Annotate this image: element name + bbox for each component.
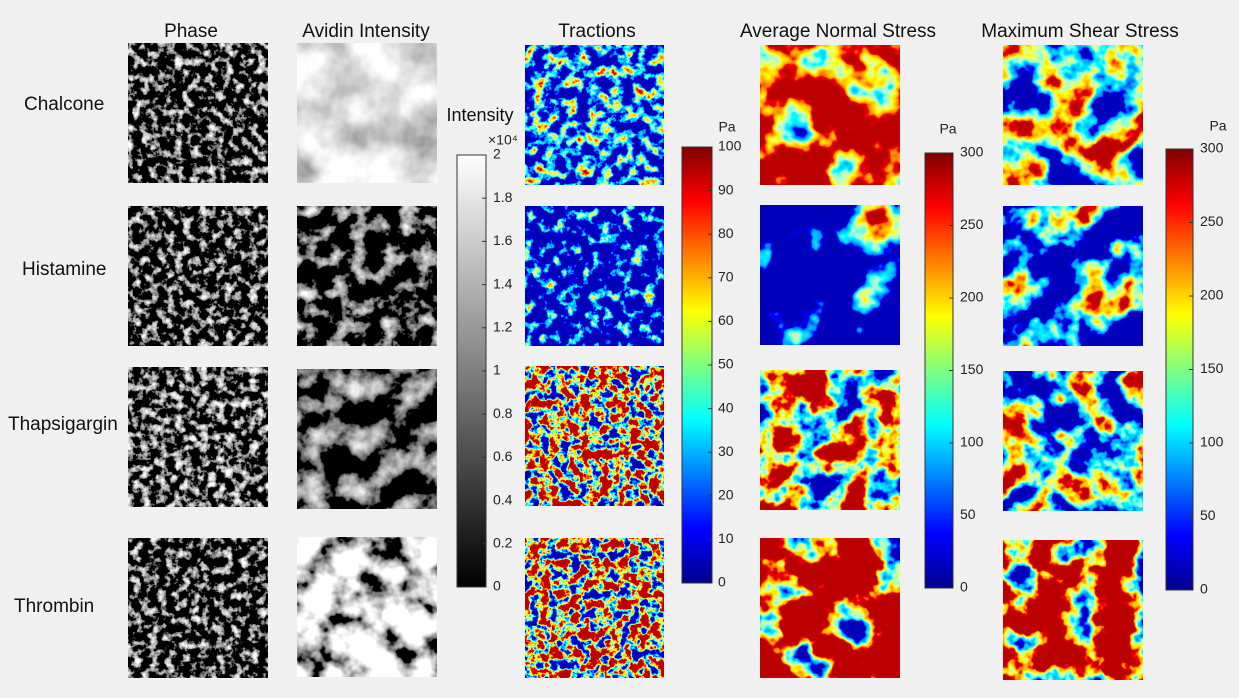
- colorbar-tick-label: 20: [718, 487, 734, 503]
- colorbar-tick-label: 0.4: [493, 491, 513, 507]
- image-panel: [297, 206, 437, 346]
- colorbar-tick-label: 0.2: [493, 535, 513, 551]
- colorbar-tick-label: 150: [1200, 360, 1224, 376]
- image-panel: [760, 538, 900, 678]
- image-panel: [525, 45, 664, 185]
- colorbar-tick-label: 0: [718, 574, 726, 590]
- colorbar-tick-label: 200: [960, 289, 984, 305]
- image-panel: [525, 206, 664, 346]
- colorbar: [457, 155, 486, 587]
- colorbar-tick-label: 90: [718, 181, 734, 197]
- image-panel: [525, 538, 664, 678]
- colorbar-tick-label: 70: [718, 269, 734, 285]
- row-label: Thapsigargin: [8, 414, 118, 435]
- colorbar-tick-label: 250: [1200, 213, 1224, 229]
- colorbar-tick-label: 1: [493, 362, 501, 378]
- image-panel: [128, 43, 268, 183]
- row-label: Chalcone: [24, 94, 104, 115]
- column-header: Avidin Intensity: [302, 21, 430, 42]
- row-label: Thrombin: [14, 596, 94, 617]
- image-panel: [297, 537, 437, 677]
- colorbar-tick-label: 30: [718, 443, 734, 459]
- colorbar-tick-label: 10: [718, 530, 734, 546]
- colorbar-tick-label: 80: [718, 225, 734, 241]
- figure: Phase Avidin Intensity Tractions Average…: [0, 0, 1239, 698]
- colorbar-tick-label: 1.2: [493, 319, 513, 335]
- colorbar-tick-label: 2: [493, 146, 501, 162]
- colorbar-tick-label: 50: [1200, 507, 1216, 523]
- image-panel: [1003, 540, 1143, 680]
- colorbar-tick-label: 50: [960, 506, 976, 522]
- image-panel: [1003, 206, 1143, 346]
- colorbar: [925, 153, 953, 588]
- colorbar-tick-label: 300: [960, 144, 984, 160]
- image-panel: [1003, 45, 1143, 185]
- colorbar-label: Pa: [939, 121, 956, 137]
- colorbar-tick-label: 0.6: [493, 448, 513, 464]
- colorbar-tick-label: 60: [718, 312, 734, 328]
- colorbar-tick-label: 300: [1200, 140, 1224, 156]
- colorbar-tick-label: 50: [718, 356, 734, 372]
- colorbar-tick-label: 0: [493, 578, 501, 594]
- column-header: Average Normal Stress: [740, 21, 936, 42]
- image-panel: [760, 370, 900, 510]
- row-label: Histamine: [22, 259, 106, 280]
- image-panel: [128, 206, 268, 346]
- image-panel: [760, 45, 900, 185]
- column-header: Tractions: [558, 21, 635, 42]
- colorbar-tick-label: 200: [1200, 287, 1224, 303]
- image-panel: [128, 538, 268, 678]
- colorbar-tick-label: 250: [960, 216, 984, 232]
- colorbar-label: Pa: [718, 119, 735, 135]
- colorbar: [682, 147, 712, 583]
- colorbar-tick-label: 100: [960, 434, 984, 450]
- column-header: Maximum Shear Stress: [981, 21, 1178, 42]
- colorbar-tick-label: 0: [960, 579, 968, 595]
- colorbar-tick-label: 1.6: [493, 232, 513, 248]
- colorbar-tick-label: 100: [1200, 434, 1224, 450]
- colorbar-label: Pa: [1209, 118, 1226, 134]
- colorbar-tick-label: 40: [718, 399, 734, 415]
- image-panel: [128, 367, 268, 507]
- colorbar-tick-label: 1.4: [493, 275, 513, 291]
- colorbar-label: Intensity: [446, 105, 513, 125]
- image-panel: [297, 369, 437, 509]
- image-panel: [1003, 371, 1143, 511]
- image-panel: [525, 366, 664, 506]
- colorbar-tick-label: 100: [718, 138, 742, 154]
- image-panel: [297, 43, 437, 183]
- colorbar-tick-label: 0: [1200, 581, 1208, 597]
- image-panel: [760, 205, 900, 345]
- colorbar-tick-label: 1.8: [493, 189, 513, 205]
- colorbar-tick-label: 0.8: [493, 405, 513, 421]
- colorbar-tick-label: 150: [960, 361, 984, 377]
- colorbar: [1166, 149, 1193, 590]
- column-header: Phase: [164, 21, 218, 42]
